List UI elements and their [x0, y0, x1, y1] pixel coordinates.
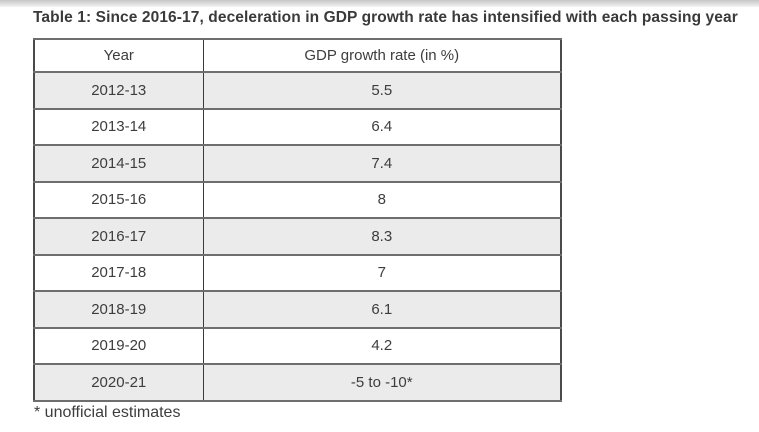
table-body: 2012-13 5.5 2013-14 6.4 2014-15 7.4 2015-16 8 20… — [33, 71, 562, 402]
gdp-growth-table: Year GDP growth rate (in %) 2012-13 5.5 20… — [33, 38, 562, 402]
year-cell: 2018-19 — [33, 290, 204, 329]
footnote: * unofficial estimates — [34, 404, 181, 421]
year-cell: 2020-21 — [33, 363, 204, 402]
table-row: 2020-21 -5 to -10* — [33, 363, 562, 402]
header-row: Year GDP growth rate (in %) — [33, 38, 562, 73]
table-row: 2013-14 6.4 — [33, 107, 562, 146]
table-row: 2015-16 8 — [33, 180, 562, 219]
top-edge-strip — [0, 0, 759, 7]
table-row: 2014-15 7.4 — [33, 144, 562, 183]
column-header-year: Year — [33, 38, 204, 73]
table-row: 2016-17 8.3 — [33, 217, 562, 256]
year-cell: 2012-13 — [33, 71, 204, 110]
year-cell: 2013-14 — [33, 107, 204, 146]
year-cell: 2017-18 — [33, 253, 204, 292]
year-cell: 2016-17 — [33, 217, 204, 256]
table-row: 2017-18 7 — [33, 253, 562, 292]
year-cell: 2014-15 — [33, 144, 204, 183]
gdp-growth-value-cell: -5 to -10* — [202, 363, 562, 402]
table-row: 2018-19 6.1 — [33, 290, 562, 329]
column-header-gdp-growth-rate: GDP growth rate (in %) — [202, 38, 562, 73]
table-row: 2012-13 5.5 — [33, 71, 562, 110]
year-cell: 2015-16 — [33, 180, 204, 219]
gdp-growth-value-cell: 6.1 — [202, 290, 562, 329]
table-title: Table 1: Since 2016-17, deceleration in … — [33, 9, 738, 26]
gdp-growth-value-cell: 7 — [202, 253, 562, 292]
gdp-growth-value-cell: 4.2 — [202, 326, 562, 365]
table-row: 2019-20 4.2 — [33, 326, 562, 365]
year-cell: 2019-20 — [33, 326, 204, 365]
gdp-growth-value-cell: 5.5 — [202, 71, 562, 110]
gdp-growth-value-cell: 8 — [202, 180, 562, 219]
gdp-growth-value-cell: 8.3 — [202, 217, 562, 256]
gdp-growth-value-cell: 6.4 — [202, 107, 562, 146]
gdp-growth-value-cell: 7.4 — [202, 144, 562, 183]
